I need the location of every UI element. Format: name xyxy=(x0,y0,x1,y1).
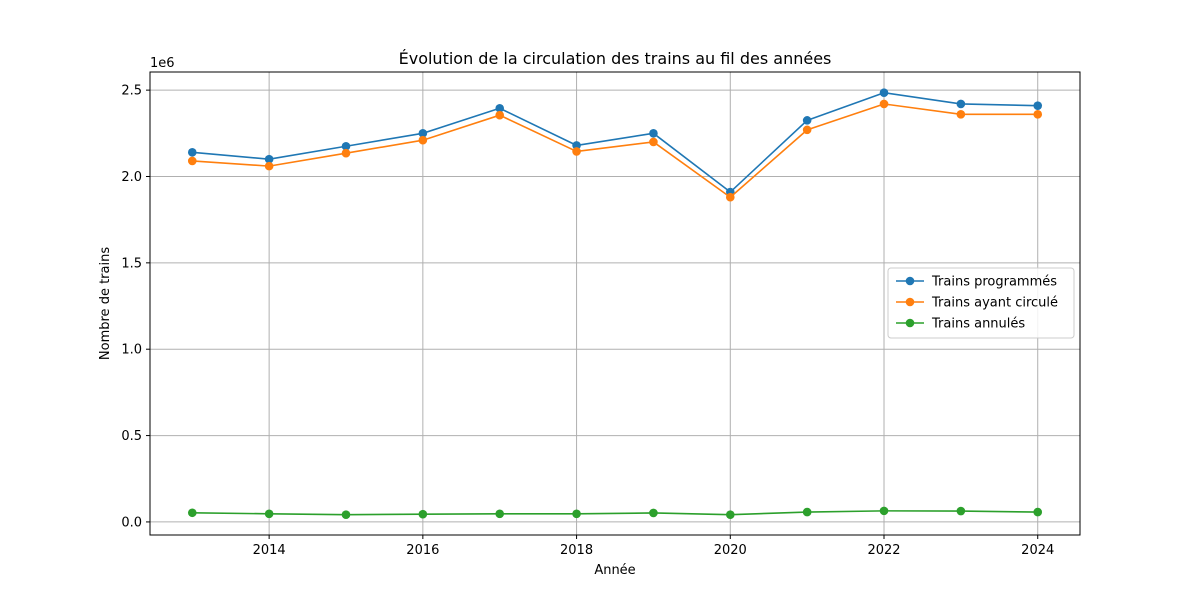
series-layer xyxy=(187,88,1043,519)
data-point xyxy=(418,509,428,519)
series-1 xyxy=(187,88,1043,197)
data-point xyxy=(956,99,966,109)
y-tick-label: 2.5 xyxy=(121,84,142,99)
data-point xyxy=(495,103,505,113)
data-point xyxy=(572,141,581,150)
data-point xyxy=(495,110,505,120)
data-point xyxy=(187,156,197,166)
legend-item: Trains ayant circulé xyxy=(896,296,1058,311)
x-tick-label: 2024 xyxy=(1021,543,1054,558)
y-tick-label: 2.0 xyxy=(121,170,142,185)
data-point xyxy=(187,508,197,518)
legend-label: Trains programmés xyxy=(931,275,1057,290)
data-point xyxy=(879,88,889,98)
data-point xyxy=(572,509,581,519)
grid xyxy=(150,72,1080,535)
y-offset-label: 1e6 xyxy=(150,56,175,71)
x-tick-label: 2022 xyxy=(867,543,900,558)
data-point xyxy=(649,137,658,147)
legend-box xyxy=(887,267,1075,339)
data-point xyxy=(1033,101,1043,110)
data-point xyxy=(649,508,658,518)
legend-marker xyxy=(905,297,915,307)
y-axis-ticks: 0.0 0.5 1.0 1.5 2.0 2.5 xyxy=(121,84,150,530)
x-tick-label: 2018 xyxy=(560,543,593,558)
series-line xyxy=(192,103,1038,199)
y-tick-label: 1.5 xyxy=(121,256,142,271)
series-3 xyxy=(187,506,1043,519)
data-point xyxy=(725,192,735,202)
legend-label: Trains annulés xyxy=(931,317,1025,332)
x-axis-ticks: 2014 2016 2018 2020 2022 2024 xyxy=(253,535,1054,558)
series-line xyxy=(192,510,1038,516)
data-point xyxy=(879,506,889,516)
data-point xyxy=(341,510,351,519)
y-axis-label: Nombre de trains xyxy=(98,247,113,360)
x-tick-label: 2016 xyxy=(406,543,439,558)
data-point xyxy=(956,506,966,516)
series-2 xyxy=(187,99,1043,202)
x-tick-label: 2014 xyxy=(253,543,286,558)
data-point xyxy=(495,509,505,519)
y-tick-label: 1.0 xyxy=(121,343,142,358)
plot-frame xyxy=(149,71,1081,536)
data-point xyxy=(187,148,197,157)
data-point xyxy=(264,509,274,519)
series-line xyxy=(192,91,1038,193)
data-point xyxy=(264,161,274,171)
x-tick-label: 2020 xyxy=(714,543,747,558)
data-point xyxy=(725,510,735,519)
data-point xyxy=(341,141,351,151)
data-point xyxy=(341,148,351,158)
data-point xyxy=(418,135,428,145)
data-point xyxy=(1033,507,1043,517)
legend: Trains programmés Trains ayant circulé Tra… xyxy=(887,267,1075,339)
data-point xyxy=(802,116,812,125)
y-tick-label: 0.0 xyxy=(121,515,142,530)
x-axis-label: Année xyxy=(594,563,635,578)
y-tick-label: 0.5 xyxy=(121,429,142,444)
data-point xyxy=(649,129,658,138)
data-point xyxy=(572,147,581,156)
legend-marker xyxy=(905,318,915,328)
data-point xyxy=(802,125,812,135)
data-point xyxy=(1033,110,1043,119)
legend-item: Trains annulés xyxy=(896,317,1025,332)
legend-marker xyxy=(905,276,915,286)
legend-item: Trains programmés xyxy=(896,275,1057,290)
data-point xyxy=(418,129,428,138)
legend-label: Trains ayant circulé xyxy=(931,296,1058,311)
data-point xyxy=(879,99,889,109)
data-point xyxy=(264,154,274,164)
chart-title: Évolution de la circulation des trains a… xyxy=(399,49,832,68)
data-point xyxy=(802,507,812,517)
data-point xyxy=(956,110,966,119)
